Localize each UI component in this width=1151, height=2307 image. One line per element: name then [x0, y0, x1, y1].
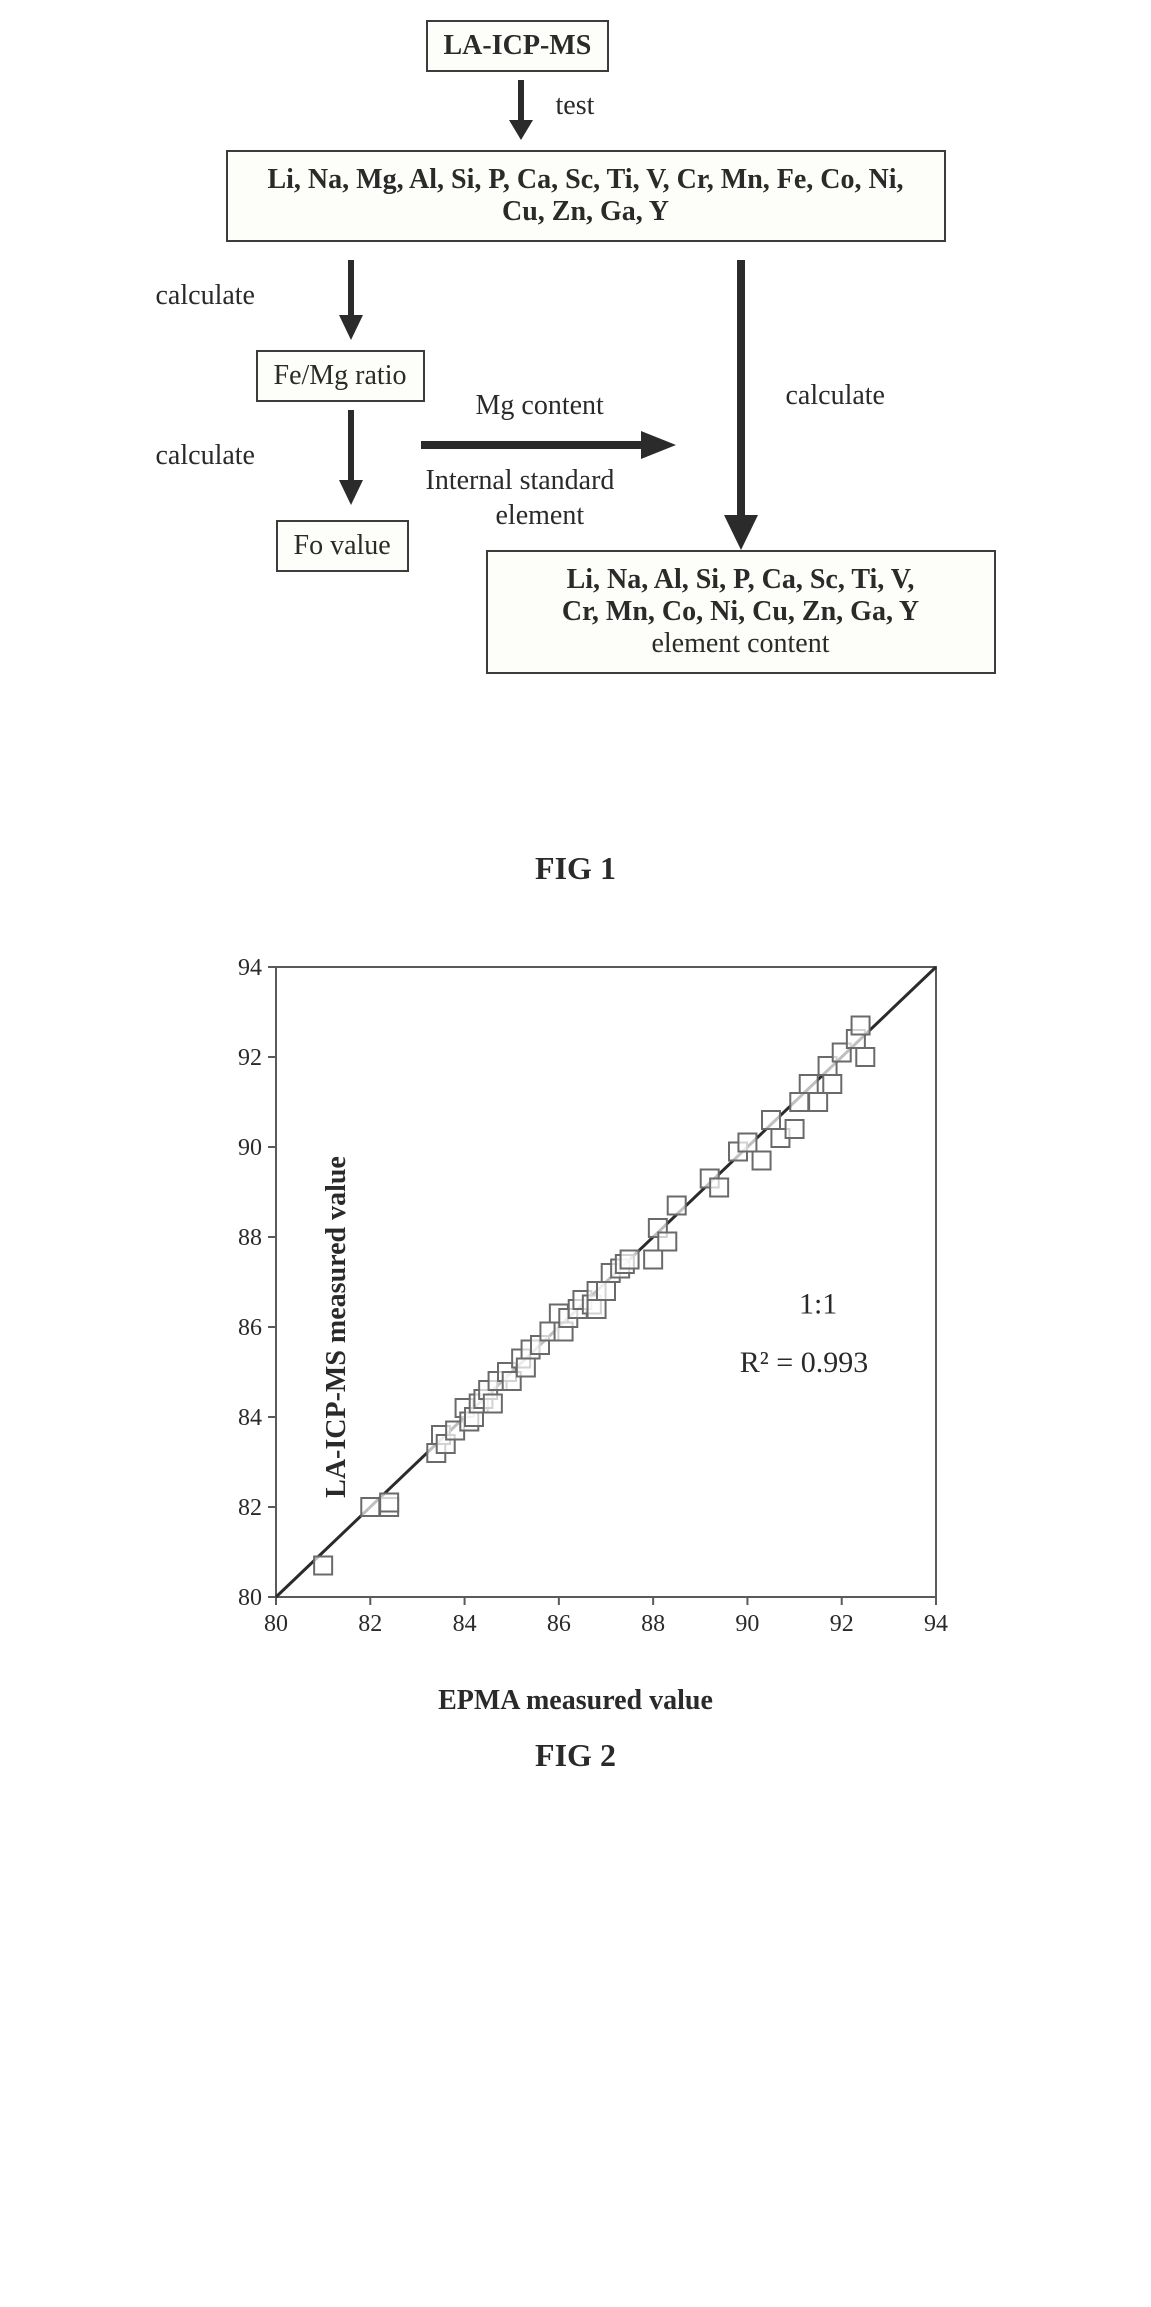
arrow-calc-2 — [331, 405, 371, 515]
svg-text:90: 90 — [238, 1135, 262, 1161]
box-elements-text: Li, Na, Mg, Al, Si, P, Ca, Sc, Ti, V, Cr… — [267, 164, 903, 227]
scatter-svg: 8080 82 82 84 84 86 86 88 88 90 90 92 92 94 94 1:1 R² = … — [196, 947, 956, 1667]
svg-text:86: 86 — [238, 1315, 262, 1341]
svg-text:82: 82 — [238, 1495, 262, 1521]
label-internal2: element — [496, 500, 585, 532]
svg-text:84: 84 — [238, 1405, 262, 1431]
arrow-test — [501, 75, 541, 145]
box-result-line3: element content — [506, 628, 976, 660]
svg-text:88: 88 — [238, 1225, 262, 1251]
fig2-caption: FIG 2 — [535, 1737, 616, 1774]
svg-text:80: 80 — [264, 1611, 288, 1637]
box-result: Li, Na, Al, Si, P, Ca, Sc, Ti, V, Cr, Mn… — [486, 550, 996, 674]
svg-text:92: 92 — [238, 1045, 262, 1071]
box-fo-text: Fo value — [294, 530, 391, 561]
svg-text:R² = 0.993: R² = 0.993 — [739, 1346, 867, 1379]
svg-text:82: 82 — [358, 1611, 382, 1637]
box-ratio: Fe/Mg ratio — [256, 350, 425, 402]
svg-text:94: 94 — [924, 1611, 948, 1637]
box-result-line2: Cr, Mn, Co, Ni, Cu, Zn, Ga, Y — [506, 596, 976, 628]
arrow-calc-1 — [331, 255, 371, 345]
box-ratio-text: Fe/Mg ratio — [274, 360, 407, 391]
svg-text:80: 80 — [238, 1585, 262, 1611]
label-calc-right: calculate — [786, 380, 885, 412]
svg-text:86: 86 — [546, 1611, 570, 1637]
ylabel: LA-ICP-MS measured value — [320, 1156, 352, 1498]
label-mg: Mg content — [476, 390, 604, 422]
box-elements: Li, Na, Mg, Al, Si, P, Ca, Sc, Ti, V, Cr… — [226, 150, 946, 242]
box-result-line1: Li, Na, Al, Si, P, Ca, Sc, Ti, V, — [506, 564, 976, 596]
label-test: test — [556, 90, 595, 122]
arrow-calc-right — [716, 255, 766, 555]
box-fo: Fo value — [276, 520, 409, 572]
flowchart-fig1: LA-ICP-MS test Li, Na, Mg, Al, Si, P, Ca… — [126, 20, 1026, 820]
box-la-icp-ms-text: LA-ICP-MS — [444, 30, 592, 61]
svg-text:84: 84 — [452, 1611, 476, 1637]
label-calc-1: calculate — [156, 280, 255, 312]
box-la-icp-ms: LA-ICP-MS — [426, 20, 610, 72]
svg-text:1:1: 1:1 — [798, 1288, 836, 1321]
svg-text:92: 92 — [829, 1611, 853, 1637]
fig1-caption: FIG 1 — [535, 850, 616, 887]
label-calc-2: calculate — [156, 440, 255, 472]
label-internal1: Internal standard — [426, 465, 615, 497]
svg-text:88: 88 — [641, 1611, 665, 1637]
scatter-fig2: LA-ICP-MS measured value 808082828484868… — [196, 947, 956, 1707]
xlabel: EPMA measured value — [438, 1685, 713, 1717]
svg-text:90: 90 — [735, 1611, 759, 1637]
svg-text:94: 94 — [238, 955, 262, 981]
arrow-mg — [416, 425, 686, 465]
